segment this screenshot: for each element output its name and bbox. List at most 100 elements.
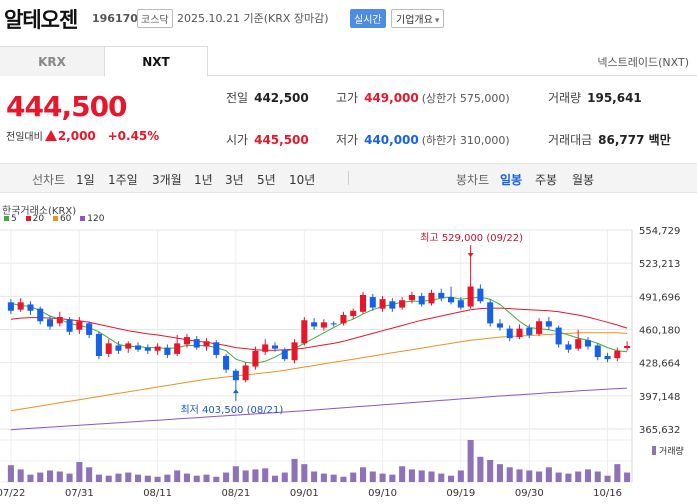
volume-bar xyxy=(125,472,132,482)
legend-ma60: 60 xyxy=(52,214,72,224)
volume-bar xyxy=(545,467,552,482)
volume-bar xyxy=(526,470,533,482)
x-tick-label: 07/31 xyxy=(65,488,94,499)
ma20-line xyxy=(10,307,628,351)
market-tabs: KRX NXT 넥스트레이드(NXT) xyxy=(0,46,697,77)
market-badge: 코스닥 xyxy=(137,9,173,28)
candle-body xyxy=(369,297,376,308)
current-price: 444,500 xyxy=(6,90,128,123)
candle-body xyxy=(125,343,132,349)
candle-body xyxy=(311,322,318,327)
ma120-line xyxy=(10,387,628,431)
stat-lower-limit: (하한가 310,000) xyxy=(421,134,510,147)
candle-body xyxy=(487,302,494,324)
stat-amount-value: 86,777 백만 xyxy=(598,133,671,147)
realtime-button[interactable]: 실시간 xyxy=(350,9,386,28)
candle-body xyxy=(271,345,279,349)
volume-bar xyxy=(457,470,464,482)
period-1y[interactable]: 1년 xyxy=(194,173,213,187)
chevron-down-icon: ▾ xyxy=(434,16,440,26)
candle-monthly[interactable]: 월봉 xyxy=(572,173,595,187)
stock-header: 알테오젠 196170 코스닥 2025.10.21 기준(KRX 장마감) 실… xyxy=(0,0,697,34)
y-tick-label: 523,213 xyxy=(639,259,680,270)
candle-body xyxy=(144,347,151,351)
candle-body xyxy=(399,300,406,308)
price-change: 전일대비 2,000 +0.45% xyxy=(6,128,159,143)
candle-daily[interactable]: 일봉 xyxy=(500,173,523,187)
nextrade-link[interactable]: 넥스트레이드(NXT) xyxy=(597,56,689,69)
candle-body xyxy=(242,365,249,381)
volume-bar xyxy=(379,473,386,482)
period-3y[interactable]: 3년 xyxy=(225,173,244,187)
volume-bar xyxy=(252,469,259,482)
candle-body xyxy=(56,317,63,324)
candle-body xyxy=(477,288,484,302)
legend-ma20-label: 20 xyxy=(32,214,45,224)
volume-bar xyxy=(369,471,376,482)
candle-body xyxy=(408,294,415,301)
volume-bar xyxy=(408,469,415,482)
candle-body xyxy=(27,304,34,311)
candle-body xyxy=(95,333,102,356)
volume-bar xyxy=(66,473,73,482)
ma60-line xyxy=(10,332,628,412)
stat-low-value: 440,000 xyxy=(364,133,419,147)
candle-body xyxy=(545,321,552,327)
volume-bar xyxy=(350,472,357,482)
tab-krx[interactable]: KRX xyxy=(0,46,104,76)
x-tick-label: 09/19 xyxy=(446,488,475,499)
candle-body xyxy=(526,327,533,335)
period-3m[interactable]: 3개월 xyxy=(152,173,182,187)
up-triangle-icon xyxy=(44,130,57,141)
volume-bar xyxy=(389,474,396,482)
volume-bar xyxy=(604,475,611,482)
candle-body xyxy=(17,302,24,310)
low-annotation: 최저 403,500 (08/21) xyxy=(180,404,283,416)
x-tick-label: 09/01 xyxy=(290,488,319,499)
volume-bar xyxy=(359,467,367,482)
volume-legend-label: 거래량 xyxy=(659,445,684,457)
candle-weekly[interactable]: 주봉 xyxy=(535,173,558,187)
candle-body xyxy=(174,343,181,354)
x-tick-label: 09/30 xyxy=(515,488,544,499)
volume-bar xyxy=(428,471,435,482)
candle-body xyxy=(223,355,230,370)
company-info-button[interactable]: 기업개요 ▾ xyxy=(391,9,445,28)
stat-volume-label: 거래량 xyxy=(548,91,582,105)
volume-bar xyxy=(614,464,621,482)
stat-high-value: 449,000 xyxy=(364,91,419,105)
y-tick-label: 397,148 xyxy=(639,392,680,403)
volume-bar xyxy=(575,471,582,482)
volume-bar xyxy=(144,475,151,482)
candle-body xyxy=(496,323,503,328)
period-10y[interactable]: 10년 xyxy=(289,173,316,187)
candle-body xyxy=(594,345,601,358)
tab-nxt[interactable]: NXT xyxy=(104,46,208,77)
stat-open-value: 445,500 xyxy=(254,133,309,147)
chart-title: 한국거래소(KRX) xyxy=(2,206,77,217)
volume-bar xyxy=(232,466,239,482)
period-1d[interactable]: 1일 xyxy=(76,173,95,187)
legend-ma5-label: 5 xyxy=(11,214,17,224)
candle-body xyxy=(448,297,455,303)
period-1w[interactable]: 1주일 xyxy=(108,173,138,187)
candle-body xyxy=(193,339,200,348)
volume-bar xyxy=(330,474,337,482)
candle-body xyxy=(428,292,435,304)
stat-volume: 거래량 195,641 xyxy=(548,89,642,106)
legend-ma20: 20 xyxy=(25,214,45,224)
volume-bar xyxy=(301,464,308,482)
candle-body xyxy=(536,321,543,334)
legend-ma60-label: 60 xyxy=(59,214,72,224)
candle-body xyxy=(320,322,327,328)
candle-body xyxy=(37,308,44,322)
volume-bar xyxy=(174,470,181,482)
volume-bar xyxy=(291,458,298,482)
y-tick-label: 491,696 xyxy=(639,292,680,303)
volume-bar xyxy=(281,472,288,482)
volume-bar xyxy=(594,471,601,482)
period-5y[interactable]: 5년 xyxy=(257,173,276,187)
volume-bar xyxy=(164,474,171,482)
chart-period-bar: 선차트 1일 1주일 3개월 1년 3년 5년 10년 봉차트 일봉 주봉 월봉 xyxy=(0,163,697,193)
